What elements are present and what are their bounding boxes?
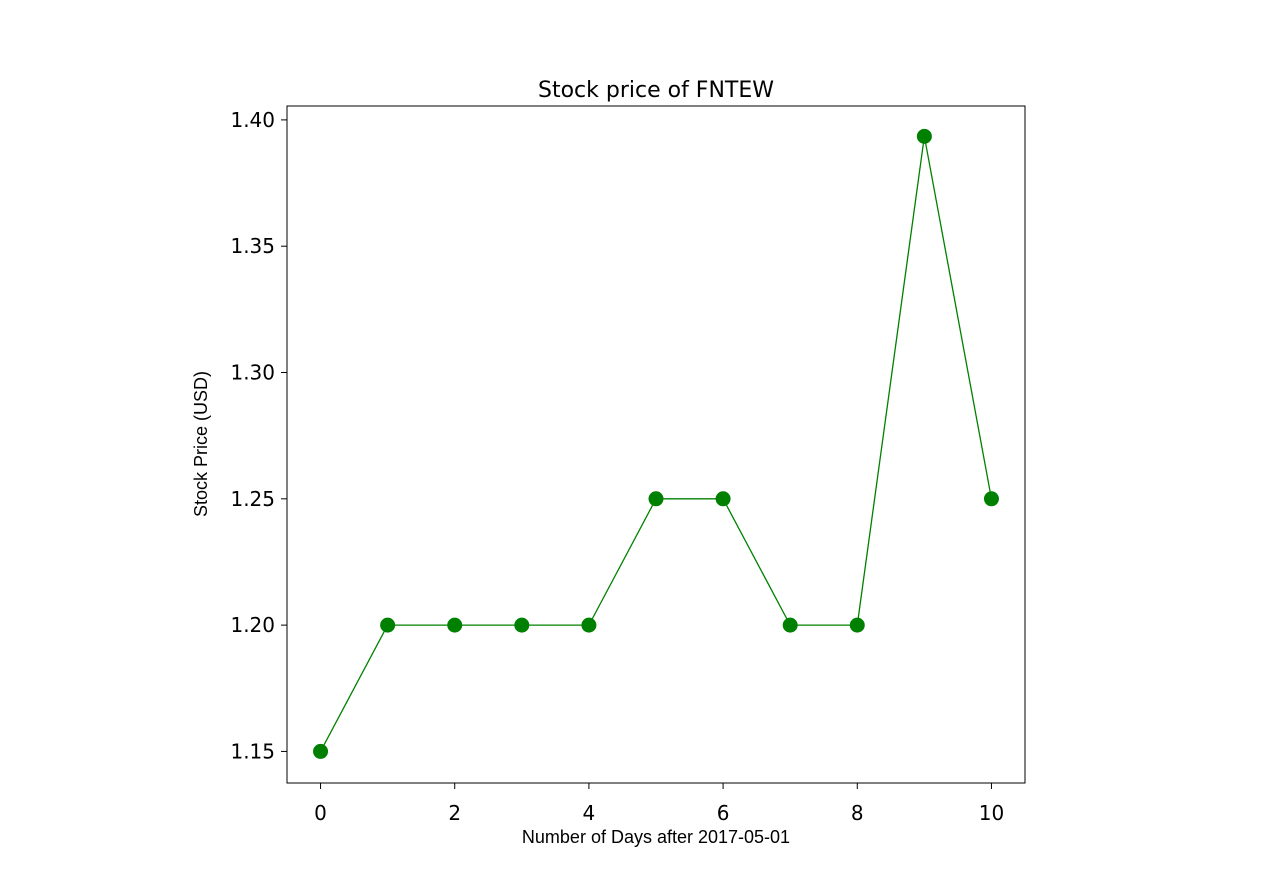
data-point xyxy=(447,617,463,633)
x-tick-label: 2 xyxy=(448,801,461,825)
y-tick-label: 1.20 xyxy=(230,613,275,637)
x-tick-label: 0 xyxy=(314,801,327,825)
data-point xyxy=(581,617,597,633)
y-tick-label: 1.15 xyxy=(230,739,275,763)
data-point xyxy=(849,617,865,633)
chart-title: Stock price of FNTEW xyxy=(538,78,774,103)
data-point xyxy=(380,617,396,633)
x-axis: 0 2 4 6 8 10 xyxy=(314,783,1004,825)
y-tick-label: 1.40 xyxy=(230,108,275,132)
y-tick-label: 1.25 xyxy=(230,487,275,511)
x-tick-label: 8 xyxy=(851,801,864,825)
y-tick-label: 1.35 xyxy=(230,234,275,258)
data-point xyxy=(514,617,530,633)
data-point xyxy=(715,491,731,507)
data-point xyxy=(916,128,932,144)
data-point xyxy=(648,491,664,507)
data-point xyxy=(782,617,798,633)
y-axis-label: Stock Price (USD) xyxy=(191,371,211,517)
x-tick-label: 6 xyxy=(717,801,730,825)
series-line xyxy=(319,136,993,752)
x-axis-label: Number of Days after 2017-05-01 xyxy=(522,827,790,847)
x-tick-label: 10 xyxy=(979,801,1004,825)
x-tick-label: 4 xyxy=(583,801,596,825)
series-markers xyxy=(313,128,999,759)
data-point xyxy=(983,491,999,507)
data-point xyxy=(313,743,329,759)
y-axis: 1.15 1.20 1.25 1.30 1.35 1.40 xyxy=(230,108,287,763)
y-tick-label: 1.30 xyxy=(230,361,275,385)
plot-area-frame xyxy=(286,105,1026,784)
